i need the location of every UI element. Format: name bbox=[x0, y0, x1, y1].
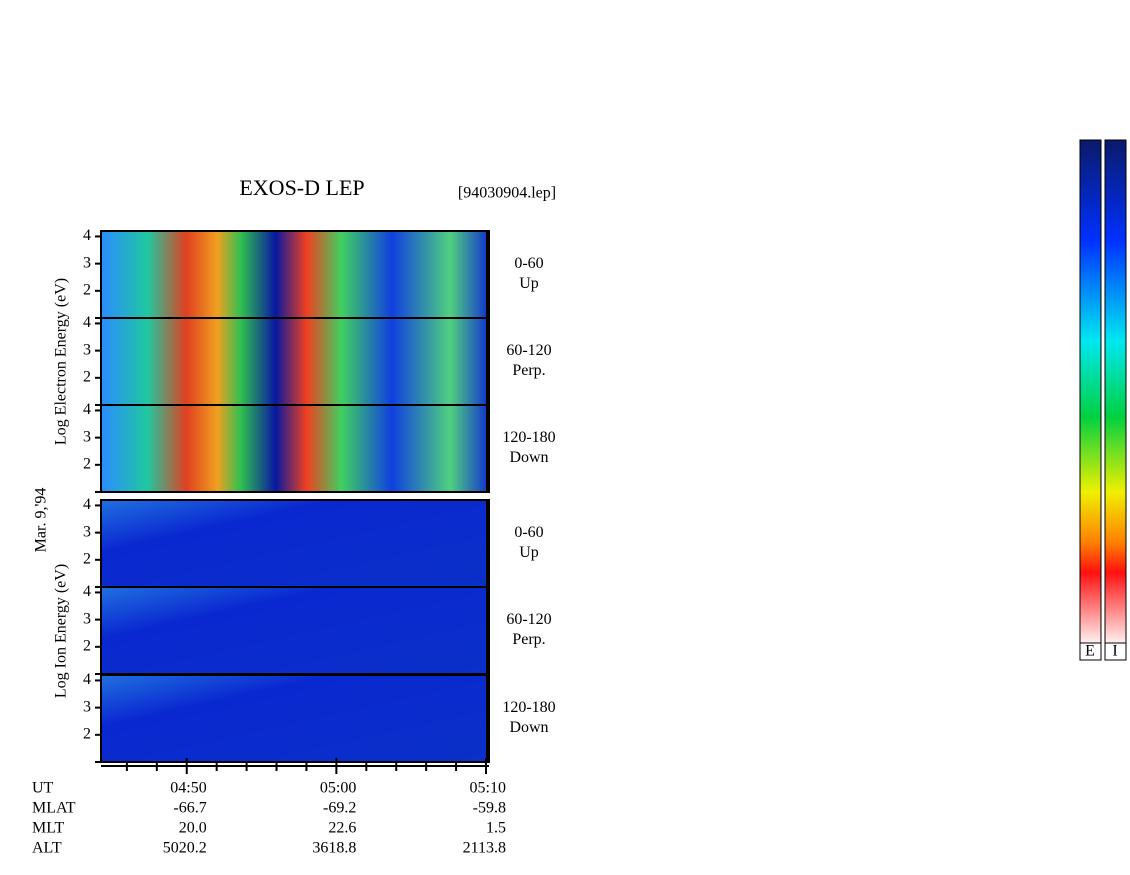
spectrogram-panel bbox=[100, 317, 490, 406]
y-tick-label: 2 bbox=[83, 725, 91, 742]
panel-range: 60-120 bbox=[506, 611, 551, 628]
ephemeris-value: 22.6 bbox=[328, 820, 356, 837]
y-tick-label: 2 bbox=[83, 368, 91, 385]
y-tick-label: 4 bbox=[83, 401, 91, 418]
panel-edge bbox=[486, 587, 490, 674]
panel-range: 0-60 bbox=[514, 255, 543, 272]
y-tick-label: 2 bbox=[83, 637, 91, 654]
spectrogram-panel bbox=[100, 674, 490, 763]
colorbar-label: I bbox=[1112, 643, 1117, 660]
ephemeris-label: ALT bbox=[32, 840, 62, 857]
y-tick-label: 2 bbox=[83, 281, 91, 298]
x-tick-label: 04:50 bbox=[170, 780, 206, 797]
ephemeris-value: -69.2 bbox=[323, 800, 356, 817]
panel-direction: Down bbox=[509, 449, 548, 466]
y-axis-label: Log Electron Energy (eV) bbox=[53, 278, 70, 445]
ephemeris-value: 20.0 bbox=[179, 820, 207, 837]
panel-direction: Down bbox=[509, 719, 548, 736]
panel-range: 60-120 bbox=[506, 342, 551, 359]
panel-direction: Up bbox=[519, 544, 539, 561]
y-tick-label: 4 bbox=[83, 583, 91, 600]
panel-direction: Perp. bbox=[512, 631, 545, 648]
chart-title: EXOS-D LEP bbox=[239, 175, 364, 200]
ephemeris-value: -59.8 bbox=[473, 800, 506, 817]
ephemeris-value: -66.7 bbox=[173, 800, 206, 817]
panel-range: 0-60 bbox=[514, 524, 543, 541]
ephemeris-label: MLAT bbox=[32, 800, 76, 817]
date-label: Mar. 9,'94 bbox=[33, 488, 50, 553]
panel-direction: Perp. bbox=[512, 362, 545, 379]
panel-edge bbox=[486, 318, 490, 405]
colorbar-box bbox=[1079, 642, 1102, 661]
x-tick-label: 05:00 bbox=[320, 780, 356, 797]
x-tick-label: 05:10 bbox=[470, 780, 506, 797]
y-tick-label: 4 bbox=[83, 496, 91, 513]
panel-edge bbox=[486, 675, 490, 762]
panel-range: 120-180 bbox=[502, 699, 555, 716]
colorbar bbox=[1104, 139, 1127, 644]
y-tick-label: 4 bbox=[83, 314, 91, 331]
y-tick-label: 4 bbox=[83, 227, 91, 244]
panel-edge bbox=[486, 405, 490, 492]
y-tick-label: 3 bbox=[83, 428, 91, 445]
ephemeris-value: 3618.8 bbox=[312, 840, 356, 857]
ephemeris-value: 5020.2 bbox=[163, 840, 207, 857]
ephemeris-label: UT bbox=[32, 780, 54, 797]
spectrogram-panel bbox=[100, 499, 490, 588]
y-tick-label: 3 bbox=[83, 341, 91, 358]
panel-edge bbox=[486, 231, 490, 318]
y-tick-label: 3 bbox=[83, 254, 91, 271]
y-tick-label: 2 bbox=[83, 550, 91, 567]
colorbar bbox=[1079, 139, 1102, 644]
panel-range: 120-180 bbox=[502, 429, 555, 446]
y-tick-label: 4 bbox=[83, 671, 91, 688]
y-tick-label: 3 bbox=[83, 523, 91, 540]
y-tick-label: 2 bbox=[83, 455, 91, 472]
y-tick-label: 3 bbox=[83, 698, 91, 715]
colorbar-label: E bbox=[1085, 643, 1095, 660]
file-name: [94030904.lep] bbox=[458, 185, 556, 202]
y-axis-label: Log Ion Energy (eV) bbox=[53, 564, 70, 698]
y-tick-label: 3 bbox=[83, 610, 91, 627]
spectrogram-panel bbox=[100, 404, 490, 493]
panel-edge bbox=[486, 500, 490, 587]
ephemeris-value: 1.5 bbox=[486, 820, 506, 837]
panel-direction: Up bbox=[519, 275, 539, 292]
spectrogram-panel bbox=[100, 230, 490, 319]
spectrogram-panel bbox=[100, 586, 490, 675]
ephemeris-value: 2113.8 bbox=[463, 840, 506, 857]
ephemeris-label: MLT bbox=[32, 820, 65, 837]
colorbar-box bbox=[1104, 642, 1127, 661]
